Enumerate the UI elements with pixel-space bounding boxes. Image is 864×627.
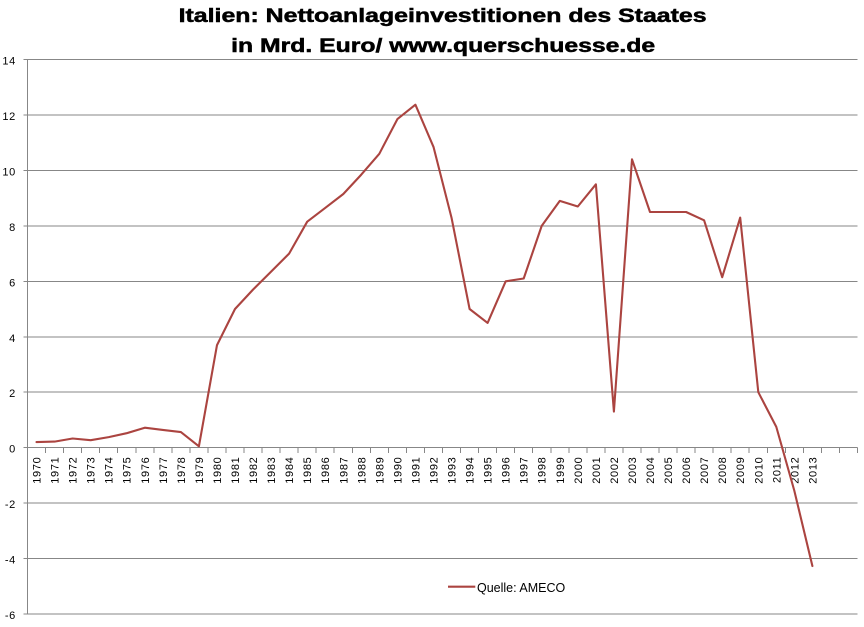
svg-text:in Mrd. Euro/ www.querschuesse: in Mrd. Euro/ www.querschuesse.de bbox=[231, 36, 655, 57]
svg-text:-2: -2 bbox=[5, 499, 16, 511]
svg-text:1983: 1983 bbox=[266, 457, 278, 484]
svg-text:1987: 1987 bbox=[338, 457, 350, 484]
svg-text:1982: 1982 bbox=[248, 457, 260, 484]
svg-text:0: 0 bbox=[9, 444, 16, 456]
svg-text:2002: 2002 bbox=[609, 457, 621, 484]
svg-text:1972: 1972 bbox=[68, 457, 80, 484]
svg-text:Quelle: AMECO: Quelle: AMECO bbox=[477, 581, 566, 595]
svg-text:-6: -6 bbox=[5, 610, 16, 622]
svg-text:1975: 1975 bbox=[122, 457, 134, 484]
svg-text:2006: 2006 bbox=[681, 457, 693, 484]
svg-text:1976: 1976 bbox=[140, 457, 152, 484]
svg-text:1993: 1993 bbox=[447, 457, 459, 484]
svg-text:14: 14 bbox=[2, 56, 16, 68]
svg-text:2000: 2000 bbox=[573, 457, 585, 484]
svg-text:1995: 1995 bbox=[483, 457, 495, 484]
svg-text:1991: 1991 bbox=[410, 457, 422, 484]
svg-text:2012: 2012 bbox=[789, 457, 801, 484]
svg-text:1979: 1979 bbox=[194, 457, 206, 484]
svg-text:12: 12 bbox=[2, 111, 16, 123]
svg-text:2008: 2008 bbox=[717, 457, 729, 484]
svg-text:1996: 1996 bbox=[501, 457, 513, 484]
svg-text:1999: 1999 bbox=[555, 457, 567, 484]
svg-text:2001: 2001 bbox=[591, 457, 603, 484]
svg-text:1985: 1985 bbox=[302, 457, 314, 484]
svg-text:2010: 2010 bbox=[753, 457, 765, 484]
svg-text:1989: 1989 bbox=[374, 457, 386, 484]
svg-text:2005: 2005 bbox=[663, 457, 675, 484]
svg-text:1988: 1988 bbox=[356, 457, 368, 484]
svg-text:Italien: Nettoanlageinvestitio: Italien: Nettoanlageinvestitionen des St… bbox=[179, 6, 707, 27]
svg-text:1981: 1981 bbox=[230, 457, 242, 484]
svg-text:2: 2 bbox=[9, 388, 16, 400]
svg-text:1970: 1970 bbox=[32, 457, 44, 484]
svg-text:1973: 1973 bbox=[86, 457, 98, 484]
svg-text:1998: 1998 bbox=[537, 457, 549, 484]
svg-text:-4: -4 bbox=[5, 555, 16, 567]
svg-text:2011: 2011 bbox=[771, 457, 783, 483]
svg-text:2003: 2003 bbox=[627, 457, 639, 484]
svg-text:1980: 1980 bbox=[212, 457, 224, 484]
svg-text:4: 4 bbox=[9, 333, 16, 345]
svg-text:1997: 1997 bbox=[519, 457, 531, 484]
svg-text:1978: 1978 bbox=[176, 457, 188, 484]
svg-text:2009: 2009 bbox=[735, 457, 747, 484]
svg-text:8: 8 bbox=[9, 222, 16, 234]
svg-text:1994: 1994 bbox=[465, 457, 477, 484]
svg-text:1971: 1971 bbox=[50, 457, 62, 484]
svg-text:1977: 1977 bbox=[158, 457, 170, 484]
svg-text:1990: 1990 bbox=[392, 457, 404, 484]
svg-text:1992: 1992 bbox=[429, 457, 441, 484]
svg-text:2004: 2004 bbox=[645, 457, 657, 484]
svg-text:1984: 1984 bbox=[284, 457, 296, 484]
svg-text:1986: 1986 bbox=[320, 457, 332, 484]
svg-text:2013: 2013 bbox=[807, 457, 819, 484]
svg-text:1974: 1974 bbox=[104, 457, 116, 484]
svg-text:6: 6 bbox=[9, 277, 16, 289]
svg-text:2007: 2007 bbox=[699, 457, 711, 484]
svg-text:10: 10 bbox=[2, 166, 16, 178]
